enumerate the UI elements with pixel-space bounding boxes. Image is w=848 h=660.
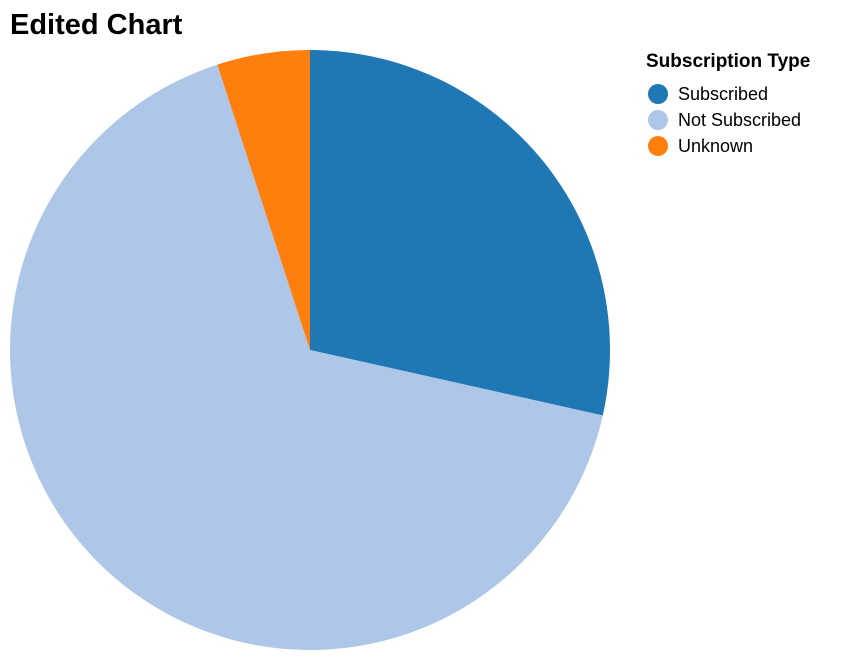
pie-slices [10,49,611,650]
legend-label-unknown: Unknown [678,135,754,156]
pie-slice-unknown[interactable] [217,50,310,350]
legend-label-subscribed: Subscribed [678,83,769,104]
legend-title: Subscription Type [646,51,811,72]
legend-swatch-unknown [648,136,668,156]
chart-title: Edited Chart [10,9,183,41]
legend-swatch-subscribed [648,84,668,104]
legend: Subscription Type Subscribed Not Subscri… [646,49,810,159]
legend-label-not-subscribed: Not Subscribed [678,109,802,130]
legend-swatch-not-subscribed [648,110,668,130]
legend-item-unknown[interactable]: Unknown [646,133,810,159]
pie-slice-not-subscribed[interactable] [10,64,603,650]
pie-slice-subscribed[interactable] [310,49,611,416]
legend-item-subscribed[interactable]: Subscribed [646,81,810,107]
legend-item-not-subscribed[interactable]: Not Subscribed [646,107,810,133]
